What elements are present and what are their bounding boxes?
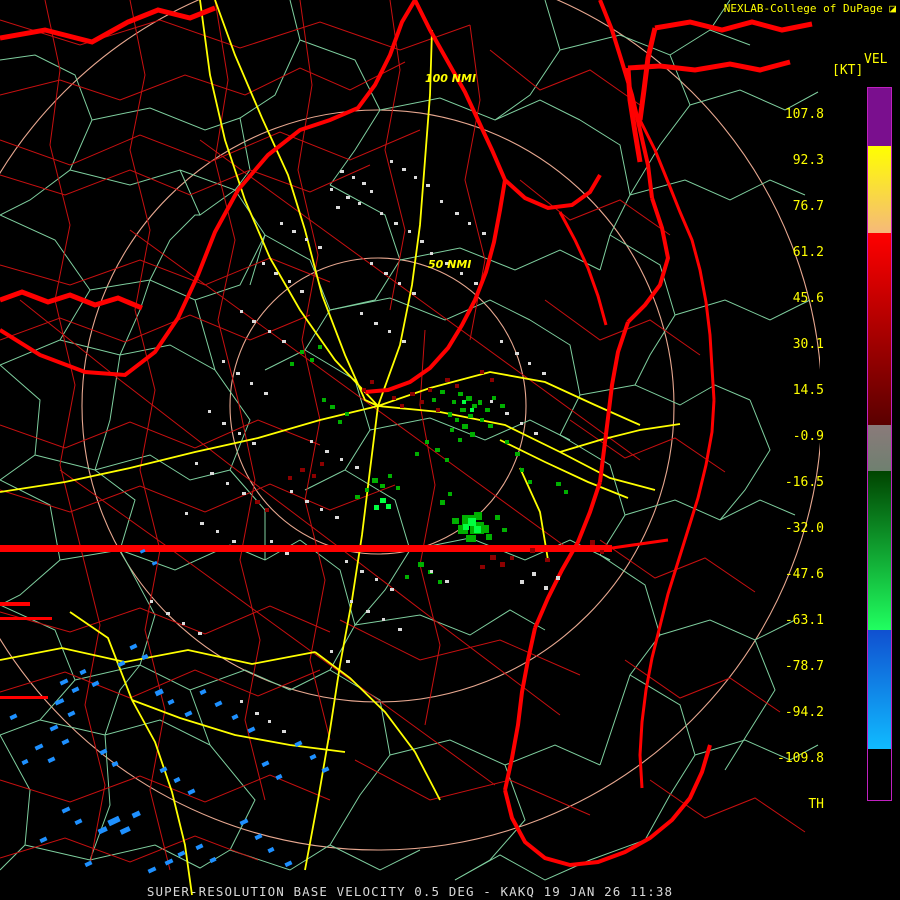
velocity-echoes-brightgreen <box>374 400 481 533</box>
colorbar-tick-9: -32.0 <box>784 521 824 536</box>
colorbar-gradient <box>868 88 891 749</box>
brand-watermark[interactable]: NEXLAB-College of DuPage ◪ <box>724 2 896 15</box>
colorbar-tick-6: 14.5 <box>792 383 824 398</box>
colorbar-tick-10: -47.6 <box>784 567 824 582</box>
status-bar: SUPER-RESOLUTION BASE VELOCITY 0.5 DEG -… <box>146 884 674 899</box>
delmarva-border <box>625 59 791 163</box>
velocity-echoes-darkred <box>255 370 604 569</box>
colorbar-units: [KT] <box>832 63 864 78</box>
road-network <box>0 0 806 871</box>
highways <box>0 0 681 896</box>
colorbar-tick-2: 76.7 <box>792 199 824 214</box>
velocity-echoes-white <box>150 160 560 733</box>
range-ring-label-50nmi: 50 NMI <box>428 258 472 271</box>
brand-label: NEXLAB-College of DuPage <box>723 2 883 15</box>
colorbar-title: VEL <box>864 52 888 67</box>
radar-map-panel[interactable]: 100 NMI 50 NMI SUPER-RESOLUTION BASE VEL… <box>0 0 820 900</box>
velocity-echoes-blue <box>9 548 330 874</box>
colorbar-panel: VEL [KT] 107.8 92.3 76.7 61.2 45.6 30.1 14.5 -0… <box>777 0 900 900</box>
colorbar-threshold-label: TH <box>808 797 824 812</box>
northern-state-border <box>0 5 813 311</box>
bay-shoreline <box>558 119 716 789</box>
range-ring-label-100nmi: 100 NMI <box>425 72 477 85</box>
colorbar-tick-8: -16.5 <box>784 475 824 490</box>
colorbar-segment-green-light <box>868 471 891 630</box>
colorbar-tick-12: -78.7 <box>784 659 824 674</box>
colorbar-tick-0: 107.8 <box>784 107 824 122</box>
colorbar-segment-gray <box>868 425 891 472</box>
colorbar-tick-13: -94.2 <box>784 705 824 720</box>
range-rings <box>0 0 820 851</box>
colorbar-scale[interactable] <box>867 87 892 801</box>
colorbar-segment-red-dark <box>868 233 891 426</box>
colorbar-tick-11: -63.1 <box>784 613 824 628</box>
colorbar-segment-purple <box>868 88 891 147</box>
colorbar-tick-4: 45.6 <box>792 291 824 306</box>
county-borders <box>0 0 819 881</box>
colorbar-tick-5: 30.1 <box>792 337 824 352</box>
colorbar-tick-7: -0.9 <box>792 429 824 444</box>
colorbar-tick-1: 92.3 <box>792 153 824 168</box>
radar-map-svg <box>0 0 820 896</box>
colorbar-segment-yellow-tan <box>868 146 891 234</box>
colorbar-tick-3: 61.2 <box>792 245 824 260</box>
cod-logo-icon: ◪ <box>889 2 896 15</box>
colorbar-tick-14: -109.8 <box>777 751 824 766</box>
coastline <box>0 0 712 868</box>
state-border <box>0 538 669 699</box>
colorbar-segment-blue <box>868 630 891 749</box>
